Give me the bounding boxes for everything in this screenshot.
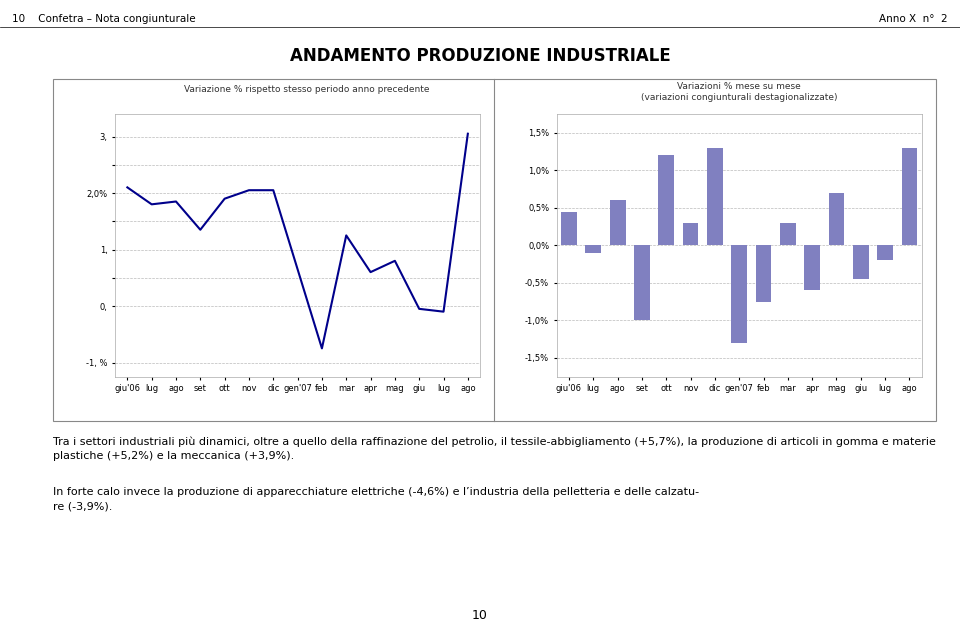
Bar — [586, 246, 601, 253]
Text: Anno X  n°  2: Anno X n° 2 — [879, 14, 948, 24]
Text: Variazione % rispetto stesso periodo anno precedente: Variazione % rispetto stesso periodo ann… — [184, 85, 430, 94]
Bar — [804, 246, 820, 291]
Bar — [659, 155, 674, 246]
Bar — [707, 147, 723, 246]
Bar — [561, 211, 577, 246]
Text: ANDAMENTO PRODUZIONE INDUSTRIALE: ANDAMENTO PRODUZIONE INDUSTRIALE — [290, 47, 670, 65]
Text: Tra i settori industriali più dinamici, oltre a quello della raffinazione del pe: Tra i settori industriali più dinamici, … — [53, 437, 936, 461]
Bar — [756, 246, 772, 301]
Bar — [683, 223, 699, 246]
Bar — [828, 193, 845, 246]
Bar — [852, 246, 869, 279]
Text: 10    Confetra – Nota congiunturale: 10 Confetra – Nota congiunturale — [12, 14, 196, 24]
Bar — [634, 246, 650, 320]
Text: 10: 10 — [472, 608, 488, 622]
Bar — [877, 246, 893, 260]
Bar — [732, 246, 747, 343]
Bar — [610, 200, 626, 246]
Bar — [780, 223, 796, 246]
Bar — [901, 147, 918, 246]
Text: In forte calo invece la produzione di apparecchiature elettriche (-4,6%) e l’ind: In forte calo invece la produzione di ap… — [53, 487, 699, 511]
Text: Variazioni % mese su mese
(variazioni congiunturali destagionalizzate): Variazioni % mese su mese (variazioni co… — [641, 82, 837, 103]
